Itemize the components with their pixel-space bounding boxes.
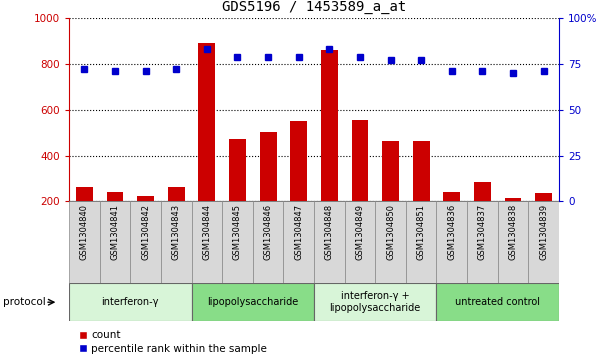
Bar <box>314 283 436 321</box>
Bar <box>130 201 161 283</box>
Text: untreated control: untreated control <box>455 297 540 307</box>
Text: protocol: protocol <box>3 297 46 307</box>
Text: interferon-γ: interferon-γ <box>102 297 159 307</box>
Bar <box>161 201 192 283</box>
Bar <box>406 201 436 283</box>
Bar <box>76 187 93 247</box>
Bar <box>69 201 100 283</box>
Bar <box>100 201 130 283</box>
Legend: count, percentile rank within the sample: count, percentile rank within the sample <box>75 326 271 358</box>
Bar <box>290 122 307 247</box>
Text: GSM1304841: GSM1304841 <box>111 204 120 260</box>
Text: GSM1304840: GSM1304840 <box>80 204 89 260</box>
Bar <box>444 192 460 247</box>
Text: GSM1304848: GSM1304848 <box>325 204 334 260</box>
Bar <box>198 43 215 247</box>
Bar <box>474 182 491 247</box>
Bar <box>375 201 406 283</box>
Text: GSM1304851: GSM1304851 <box>416 204 426 260</box>
Title: GDS5196 / 1453589_a_at: GDS5196 / 1453589_a_at <box>222 0 406 15</box>
Bar <box>344 201 375 283</box>
Bar <box>505 198 522 247</box>
Text: GSM1304846: GSM1304846 <box>264 204 273 260</box>
Text: GSM1304850: GSM1304850 <box>386 204 395 260</box>
Bar <box>436 201 467 283</box>
Bar <box>528 201 559 283</box>
Text: lipopolysaccharide: lipopolysaccharide <box>207 297 299 307</box>
Bar <box>253 201 284 283</box>
Bar <box>352 121 368 247</box>
Bar <box>192 201 222 283</box>
Bar <box>382 142 399 247</box>
Text: GSM1304849: GSM1304849 <box>355 204 364 260</box>
Text: GSM1304837: GSM1304837 <box>478 204 487 260</box>
Text: GSM1304838: GSM1304838 <box>508 204 517 260</box>
Bar <box>436 283 559 321</box>
Bar <box>535 193 552 247</box>
Text: interferon-γ +
lipopolysaccharide: interferon-γ + lipopolysaccharide <box>329 291 421 313</box>
Bar <box>498 201 528 283</box>
Bar <box>260 132 276 247</box>
Bar <box>413 142 430 247</box>
Bar <box>284 201 314 283</box>
Text: GSM1304844: GSM1304844 <box>203 204 212 260</box>
Bar <box>168 187 185 247</box>
Text: GSM1304842: GSM1304842 <box>141 204 150 260</box>
Text: GSM1304839: GSM1304839 <box>539 204 548 260</box>
Text: GSM1304845: GSM1304845 <box>233 204 242 260</box>
Text: GSM1304847: GSM1304847 <box>294 204 304 260</box>
Bar <box>222 201 253 283</box>
Text: GSM1304836: GSM1304836 <box>447 204 456 260</box>
Bar <box>229 139 246 247</box>
Bar <box>69 283 192 321</box>
Bar <box>321 50 338 247</box>
Bar <box>137 196 154 247</box>
Bar <box>106 192 123 247</box>
Text: GSM1304843: GSM1304843 <box>172 204 181 260</box>
Bar <box>192 283 314 321</box>
Bar <box>314 201 344 283</box>
Bar <box>467 201 498 283</box>
